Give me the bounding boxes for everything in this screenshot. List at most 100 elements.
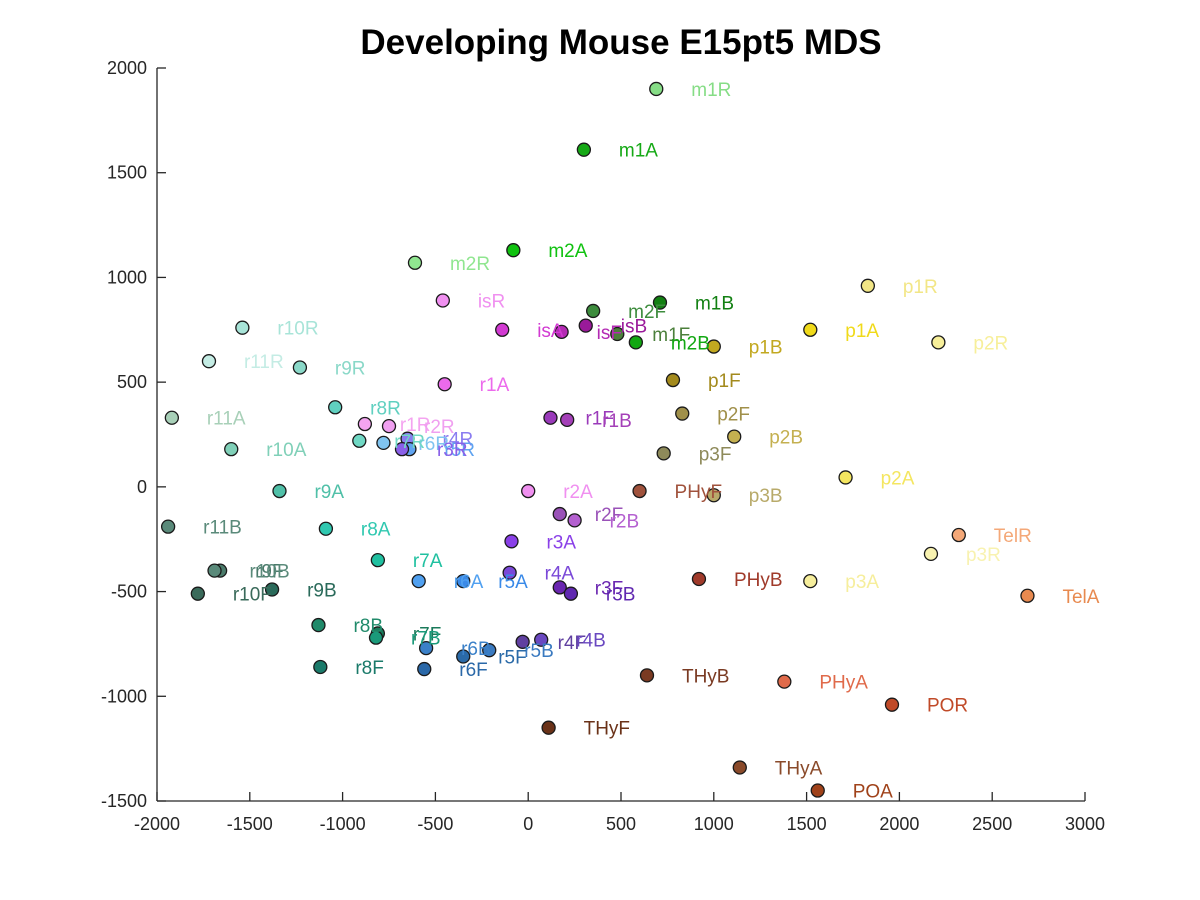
data-point-r1A xyxy=(437,377,452,392)
data-point-p1B xyxy=(706,339,721,354)
axes: -2000 -1500 -1000 -500 0 500 1000 1500 2000 2500 3… xyxy=(101,58,1105,834)
x-tick-label: 2500 xyxy=(972,814,1012,834)
data-label-isB: isB xyxy=(621,317,647,338)
data-label-r7A: r7A xyxy=(413,551,443,572)
data-point-r5B xyxy=(482,643,497,658)
data-point-isB xyxy=(578,318,593,333)
data-label-r9R: r9R xyxy=(335,358,366,379)
data-point-THyF xyxy=(541,720,556,735)
data-label-PHyB: PHyB xyxy=(734,570,783,591)
data-label-THyA: THyA xyxy=(775,758,823,779)
data-label-r3B: r3B xyxy=(606,585,636,606)
data-point-r5F xyxy=(456,649,471,664)
data-point-r4B xyxy=(534,632,549,647)
data-point-m2A xyxy=(506,243,521,258)
data-label-m2A: m2A xyxy=(548,241,587,262)
data-point-r5A xyxy=(456,573,471,589)
x-tick-label: 0 xyxy=(523,814,533,834)
x-tick-label: -500 xyxy=(417,814,453,834)
x-tick-label: 500 xyxy=(606,814,636,834)
data-point-r2B xyxy=(567,513,582,528)
data-label-r5F: r5F xyxy=(498,647,527,668)
data-label-isA: isA xyxy=(537,321,564,342)
data-label-r4B: r4B xyxy=(576,631,606,652)
y-tick-label: -1500 xyxy=(101,791,147,811)
data-point-r1B xyxy=(560,412,575,427)
data-point-r3F xyxy=(552,580,567,595)
data-label-isF: isF xyxy=(597,323,622,344)
data-point-isA xyxy=(495,322,510,337)
data-point-r11R xyxy=(201,354,217,369)
data-point-THyA xyxy=(732,760,747,775)
data-label-m1F: m1F xyxy=(652,325,690,346)
data-label-r1R: r1R xyxy=(400,415,431,436)
data-label-m2R: m2R xyxy=(450,254,490,275)
data-point-r3B xyxy=(563,586,579,601)
data-label-r6B: r6B xyxy=(461,639,491,660)
data-point-m1A xyxy=(576,142,592,157)
data-label-r10B: r10B xyxy=(250,562,290,583)
data-label-r11R: r11R xyxy=(244,352,284,373)
data-point-r4F xyxy=(515,634,530,649)
data-label-p1B: p1B xyxy=(749,338,783,359)
data-label-r8B: r8B xyxy=(353,616,383,637)
data-label-m2F: m2F xyxy=(628,302,666,323)
data-point-r8F xyxy=(313,659,328,675)
data-points xyxy=(160,81,1035,798)
data-label-r1A: r1A xyxy=(480,375,510,396)
data-point-r7B xyxy=(368,630,384,645)
data-label-r3A: r3A xyxy=(546,532,576,553)
data-label-r10A: r10A xyxy=(266,440,306,461)
data-point-m1F xyxy=(610,326,625,342)
data-point-POR xyxy=(884,697,900,712)
y-tick-label: 0 xyxy=(137,477,147,497)
y-tick-label: -1000 xyxy=(101,686,147,706)
data-label-p1A: p1A xyxy=(845,321,879,342)
data-point-TelR xyxy=(951,527,966,543)
data-label-r5A: r5A xyxy=(498,572,528,593)
data-point-p2R xyxy=(931,335,946,350)
data-label-THyB: THyB xyxy=(682,666,730,687)
data-label-TelR: TelR xyxy=(994,526,1032,547)
data-point-r2A xyxy=(521,483,536,499)
data-label-r11A: r11A xyxy=(207,409,246,430)
data-label-p1F: p1F xyxy=(708,371,741,392)
data-label-p1R: p1R xyxy=(903,277,938,298)
data-label-r6R: r6R xyxy=(418,434,449,455)
data-point-r10A xyxy=(224,442,239,457)
data-label-r2B: r2B xyxy=(610,511,640,532)
data-label-r10F: r10F xyxy=(233,585,272,606)
data-point-isF xyxy=(554,324,569,340)
data-point-isR xyxy=(435,293,450,308)
x-tick-label: -1000 xyxy=(320,814,366,834)
x-tick-label: 1000 xyxy=(694,814,734,834)
data-point-p2A xyxy=(838,470,853,485)
data-label-r2A: r2A xyxy=(563,482,593,503)
data-point-r1R xyxy=(357,416,373,432)
data-label-m1A: m1A xyxy=(619,141,658,162)
data-point-r10F xyxy=(190,586,205,601)
data-point-r11A xyxy=(164,410,179,425)
data-point-p2B xyxy=(727,429,742,444)
data-label-r7F: r7F xyxy=(413,624,442,645)
data-label-m1B: m1B xyxy=(695,294,734,315)
data-point-POA xyxy=(810,783,825,798)
data-label-r8A: r8A xyxy=(361,520,391,541)
data-point-p3R xyxy=(923,546,939,562)
data-point-PHyF xyxy=(632,483,647,499)
data-point-p3F xyxy=(656,446,671,461)
data-label-p3F: p3F xyxy=(699,444,732,465)
data-label-r7R: r7R xyxy=(394,432,425,453)
data-label-THyF: THyF xyxy=(584,719,630,740)
data-label-m2B: m2B xyxy=(671,333,710,354)
data-point-p2F xyxy=(675,406,690,421)
data-point-r3R xyxy=(394,442,410,457)
data-label-p2F: p2F xyxy=(717,405,750,426)
data-label-r9A: r9A xyxy=(314,482,344,503)
data-label-p3A: p3A xyxy=(845,572,879,593)
data-point-r4A xyxy=(502,565,517,580)
data-label-r4R: r4R xyxy=(443,430,474,451)
data-label-r11B: r11B xyxy=(203,518,242,539)
data-label-r2F: r2F xyxy=(595,505,624,526)
